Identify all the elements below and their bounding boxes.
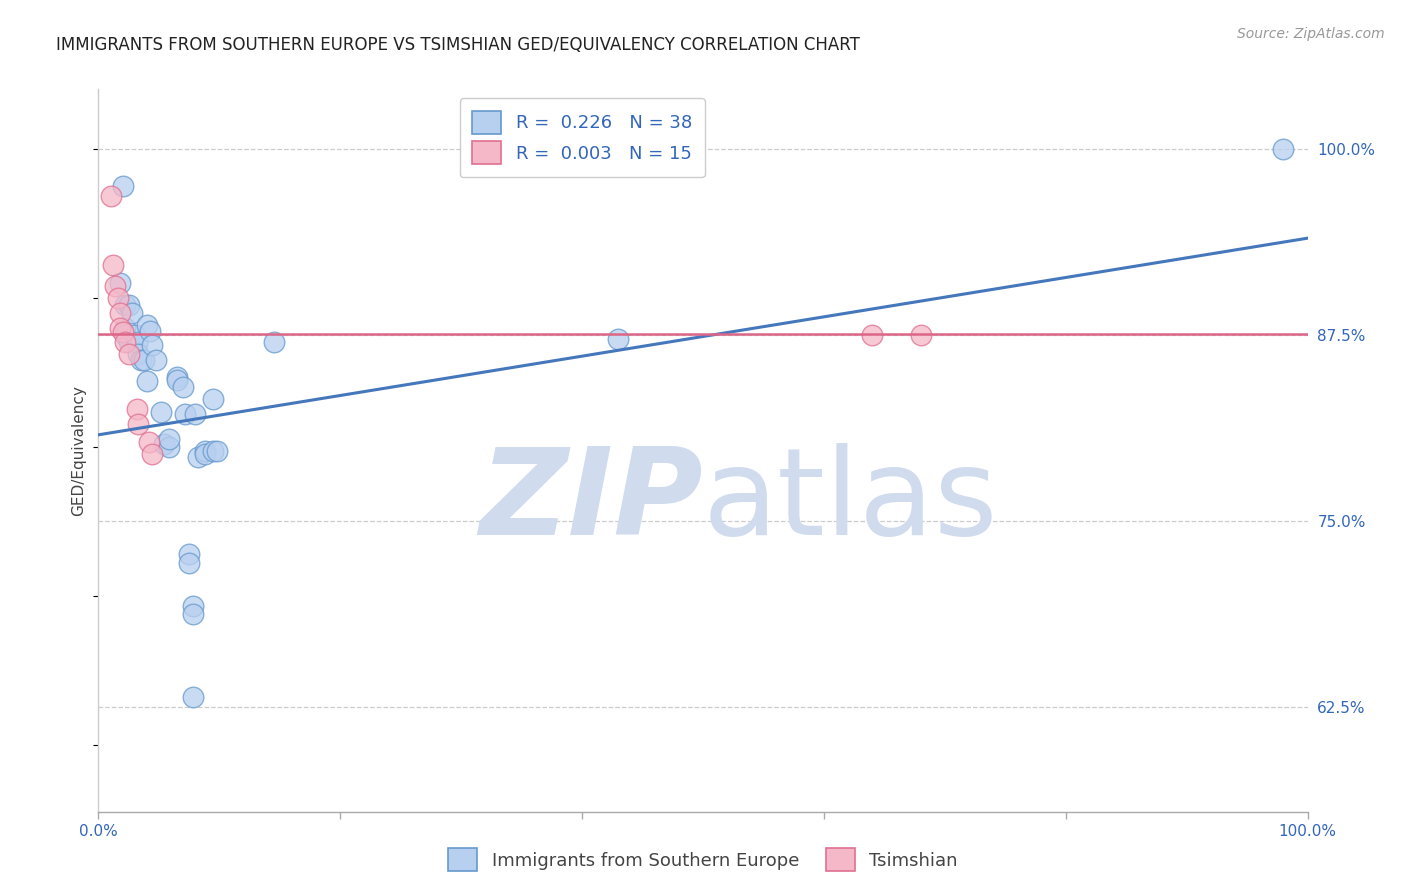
Point bbox=[108, 276, 131, 290]
Point bbox=[114, 320, 136, 334]
Point bbox=[121, 306, 143, 320]
Point bbox=[101, 258, 124, 272]
Point bbox=[150, 405, 173, 419]
Point bbox=[194, 444, 217, 458]
Point bbox=[127, 347, 149, 361]
Point bbox=[202, 392, 225, 406]
Point bbox=[114, 298, 136, 312]
Point bbox=[111, 179, 134, 194]
Point bbox=[205, 444, 228, 458]
Point bbox=[152, 436, 174, 450]
Point bbox=[107, 291, 129, 305]
Legend: Immigrants from Southern Europe, Tsimshian: Immigrants from Southern Europe, Tsimshi… bbox=[441, 841, 965, 879]
Point bbox=[141, 447, 163, 461]
Point bbox=[100, 189, 122, 203]
Text: Source: ZipAtlas.com: Source: ZipAtlas.com bbox=[1237, 27, 1385, 41]
Point bbox=[172, 380, 194, 394]
Point bbox=[118, 335, 141, 350]
Point bbox=[114, 328, 136, 343]
Point bbox=[108, 320, 131, 334]
Point bbox=[202, 444, 225, 458]
Point bbox=[118, 298, 141, 312]
Point bbox=[181, 607, 204, 621]
Point bbox=[184, 407, 207, 421]
Point bbox=[181, 690, 204, 704]
Point bbox=[157, 432, 180, 446]
Point bbox=[145, 353, 167, 368]
Point bbox=[129, 353, 152, 368]
Point bbox=[127, 417, 149, 432]
Point bbox=[179, 556, 201, 570]
Point bbox=[194, 447, 217, 461]
Point bbox=[127, 402, 149, 417]
Point bbox=[910, 328, 932, 343]
Point bbox=[181, 599, 204, 614]
Legend: R =  0.226   N = 38, R =  0.003   N = 15: R = 0.226 N = 38, R = 0.003 N = 15 bbox=[460, 98, 704, 178]
Point bbox=[118, 347, 141, 361]
Point bbox=[166, 373, 188, 387]
Point bbox=[134, 353, 156, 368]
Point bbox=[127, 335, 149, 350]
Point bbox=[166, 369, 188, 384]
Point bbox=[138, 435, 160, 450]
Y-axis label: GED/Equivalency: GED/Equivalency bbox=[72, 385, 87, 516]
Point bbox=[124, 328, 146, 343]
Text: IMMIGRANTS FROM SOUTHERN EUROPE VS TSIMSHIAN GED/EQUIVALENCY CORRELATION CHART: IMMIGRANTS FROM SOUTHERN EUROPE VS TSIMS… bbox=[56, 36, 860, 54]
Point bbox=[111, 325, 134, 339]
Point bbox=[607, 333, 630, 347]
Point bbox=[1272, 142, 1295, 156]
Point bbox=[174, 407, 197, 421]
Point bbox=[114, 335, 136, 350]
Point bbox=[179, 547, 201, 561]
Text: ZIP: ZIP bbox=[479, 442, 703, 559]
Text: atlas: atlas bbox=[703, 442, 998, 559]
Point bbox=[263, 335, 285, 350]
Point bbox=[860, 328, 883, 343]
Point bbox=[139, 324, 162, 338]
Point bbox=[141, 338, 163, 352]
Point bbox=[187, 450, 209, 465]
Point bbox=[135, 374, 157, 388]
Point bbox=[135, 318, 157, 332]
Point bbox=[108, 306, 131, 320]
Point bbox=[157, 440, 180, 454]
Point bbox=[104, 278, 127, 293]
